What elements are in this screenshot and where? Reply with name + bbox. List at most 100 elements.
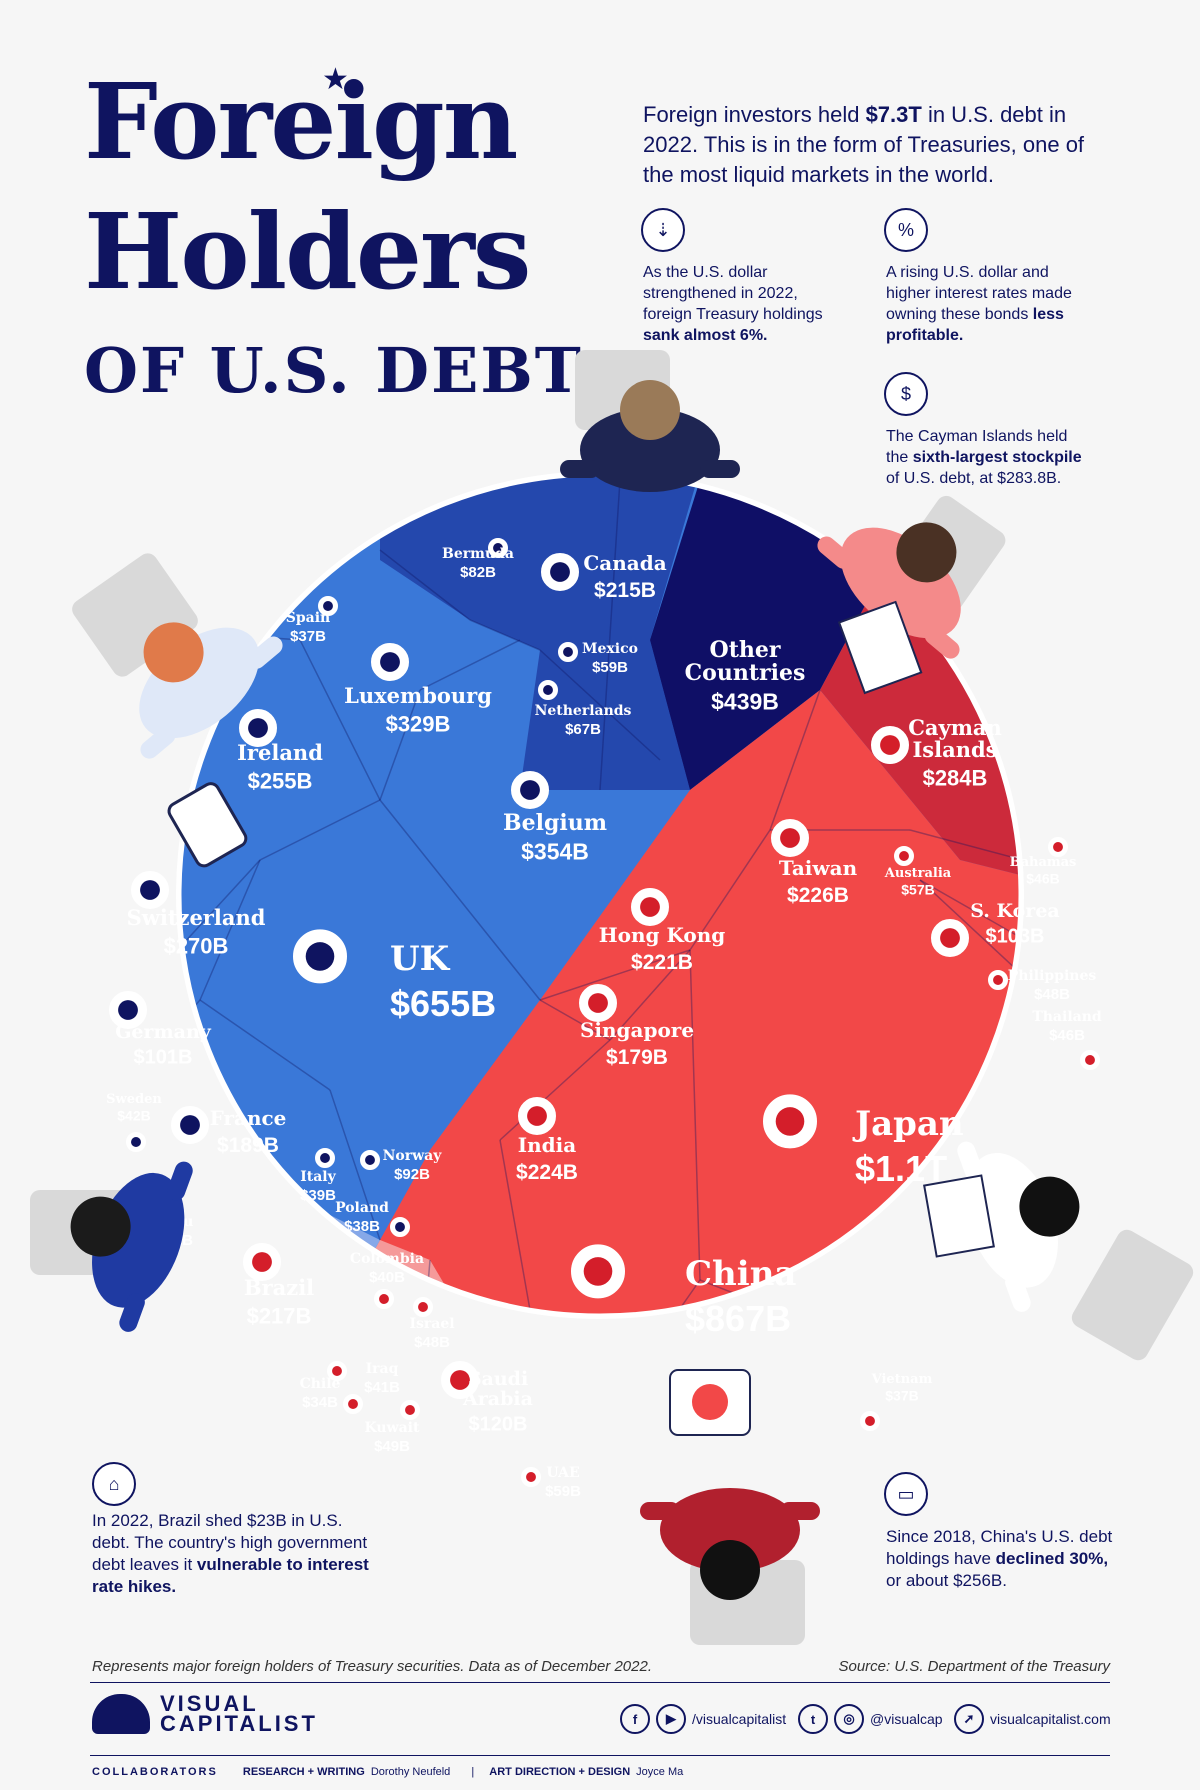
value-israel: $48B (414, 1334, 450, 1351)
facebook-icon[interactable]: f (620, 1704, 650, 1734)
saudi-flag-emblem (450, 1370, 470, 1390)
cell-border-21 (909, 829, 1020, 871)
social-handle-2[interactable]: @visualcap (870, 1711, 943, 1727)
value-switzerland: $270B (164, 933, 229, 958)
instagram-icon[interactable]: ◎ (834, 1704, 864, 1734)
label-belgium: Belgium (503, 810, 607, 836)
value-germany: $101B (134, 1047, 193, 1069)
label-spain: Spain (286, 610, 330, 626)
title-star-icon: ★ (322, 63, 349, 96)
label-singapore: Singapore (580, 1018, 694, 1042)
luxembourg-flag-emblem (380, 652, 400, 672)
philippines-flag-emblem (993, 975, 1003, 985)
figure-right (957, 1141, 1080, 1312)
label-uk: UK (390, 939, 451, 979)
collaborators: COLLABORATORS RESEARCH + WRITING Dorothy … (92, 1766, 684, 1778)
canada-flag-emblem (550, 562, 570, 582)
value-sweden: $42B (117, 1108, 150, 1124)
note-cayman: The Cayman Islands held the sixth-larges… (886, 428, 1082, 487)
label-bermuda: Bermuda (442, 546, 514, 562)
cell-border-9 (199, 859, 261, 1001)
label-switzerland: Switzerland (127, 905, 266, 930)
footer-rule-top (90, 1682, 1110, 1683)
value-saudi-arabia: $120B (469, 1414, 528, 1436)
social-visualcapitalist[interactable]: f ▶ /visualcapitalist (620, 1704, 786, 1734)
brazil-flag-emblem (252, 1252, 272, 1272)
cell-border-4 (539, 649, 661, 761)
label-sweden: Sweden (106, 1092, 162, 1107)
bar-chart-document-icon (923, 1174, 995, 1258)
label-cayman-islands: Cayman Islands (908, 715, 1002, 762)
value-poland: $38B (344, 1218, 380, 1235)
social-visualcap[interactable]: t ◎ @visualcap (798, 1704, 943, 1734)
footer-rule-bottom (90, 1755, 1110, 1756)
twitter-icon[interactable]: t (798, 1704, 828, 1734)
label-taiwan: Taiwan (779, 856, 858, 880)
korea-flag-emblem (940, 928, 960, 948)
uk-flag-emblem (305, 942, 335, 971)
value-india: $224B (516, 1161, 578, 1184)
china-flag-emblem (583, 1257, 613, 1286)
label-italy: Italy (300, 1169, 336, 1185)
norway-flag-emblem (365, 1155, 375, 1165)
label-vietnam: Vietnam (871, 1372, 933, 1387)
social-handle-1[interactable]: /visualcapitalist (692, 1711, 787, 1727)
youtube-icon[interactable]: ▶ (656, 1704, 686, 1734)
value-uae: $59B (545, 1483, 581, 1500)
note-china: Since 2018, China's U.S. debt holdings h… (886, 1527, 1113, 1590)
website-link[interactable]: visualcapitalist.com (990, 1711, 1111, 1727)
label-other-countries: Other Countries (685, 637, 806, 686)
colombia-flag-emblem (379, 1294, 389, 1304)
value-philippines: $48B (1034, 986, 1070, 1003)
bahamas-flag-emblem (1053, 842, 1063, 852)
title-line-1: Foreign (84, 60, 518, 183)
value-mexico: $59B (592, 659, 628, 676)
label-hong-kong: Hong Kong (599, 923, 726, 947)
mexico-flag-emblem (563, 647, 573, 657)
hong-kong-flag-emblem (640, 897, 660, 917)
label-bahamas: Bahamas (1010, 855, 1077, 870)
value-other-countries: $439B (711, 689, 779, 715)
seated-figures (70, 380, 1080, 1600)
value-brazil: $217B (247, 1303, 312, 1328)
cell-border-18 (689, 829, 771, 951)
value-bermuda: $82B (460, 564, 496, 581)
label-mexico: Mexico (582, 641, 638, 657)
title-line-3: OF U.S. DEBT (84, 334, 583, 407)
netherlands-flag-emblem (543, 685, 553, 695)
singapore-flag-emblem (588, 993, 608, 1013)
cell-border-3 (469, 619, 541, 651)
value-japan: $1.1T (855, 1148, 947, 1189)
value-bahamas: $46B (1026, 871, 1059, 887)
figure-bottom-left (70, 1161, 193, 1332)
label-ireland: Ireland (237, 740, 323, 765)
value-cayman-islands: $284B (923, 765, 988, 790)
label-colombia: Colombia (350, 1251, 424, 1267)
intro-text: Foreign investors held $7.3T in U.S. deb… (643, 102, 1085, 187)
value-norway: $92B (394, 1166, 430, 1183)
cell-border-19 (539, 949, 691, 1001)
report-document-icon (837, 600, 923, 695)
brand-logo[interactable]: VISUAL CAPITALIST (92, 1693, 318, 1735)
label-canada: Canada (583, 551, 666, 575)
label-netherlands: Netherlands (535, 703, 632, 719)
bank-icon: ⌂ (92, 1462, 136, 1506)
value-spain: $37B (290, 628, 326, 645)
tablet-chart-icon (167, 782, 248, 868)
value-s-korea: $103B (986, 926, 1045, 948)
chair-4 (1071, 1229, 1194, 1361)
value-ireland: $255B (248, 768, 313, 793)
label-chile: Chile (300, 1376, 341, 1392)
label-thailand: Thailand (1032, 1009, 1102, 1025)
cursor-icon[interactable]: ➚ (954, 1704, 984, 1734)
cell-border-27 (499, 1039, 611, 1141)
cell-border-24 (689, 949, 701, 1281)
note-brazil: In 2022, Brazil shed $23B in U.S. debt. … (92, 1511, 369, 1596)
social-website[interactable]: ➚ visualcapitalist.com (954, 1704, 1111, 1734)
region-americas (380, 475, 700, 790)
poland-flag-emblem (395, 1222, 405, 1232)
value-luxembourg: $329B (386, 711, 451, 736)
cell-border-7 (379, 799, 541, 1001)
value-chile: $34B (302, 1394, 338, 1411)
